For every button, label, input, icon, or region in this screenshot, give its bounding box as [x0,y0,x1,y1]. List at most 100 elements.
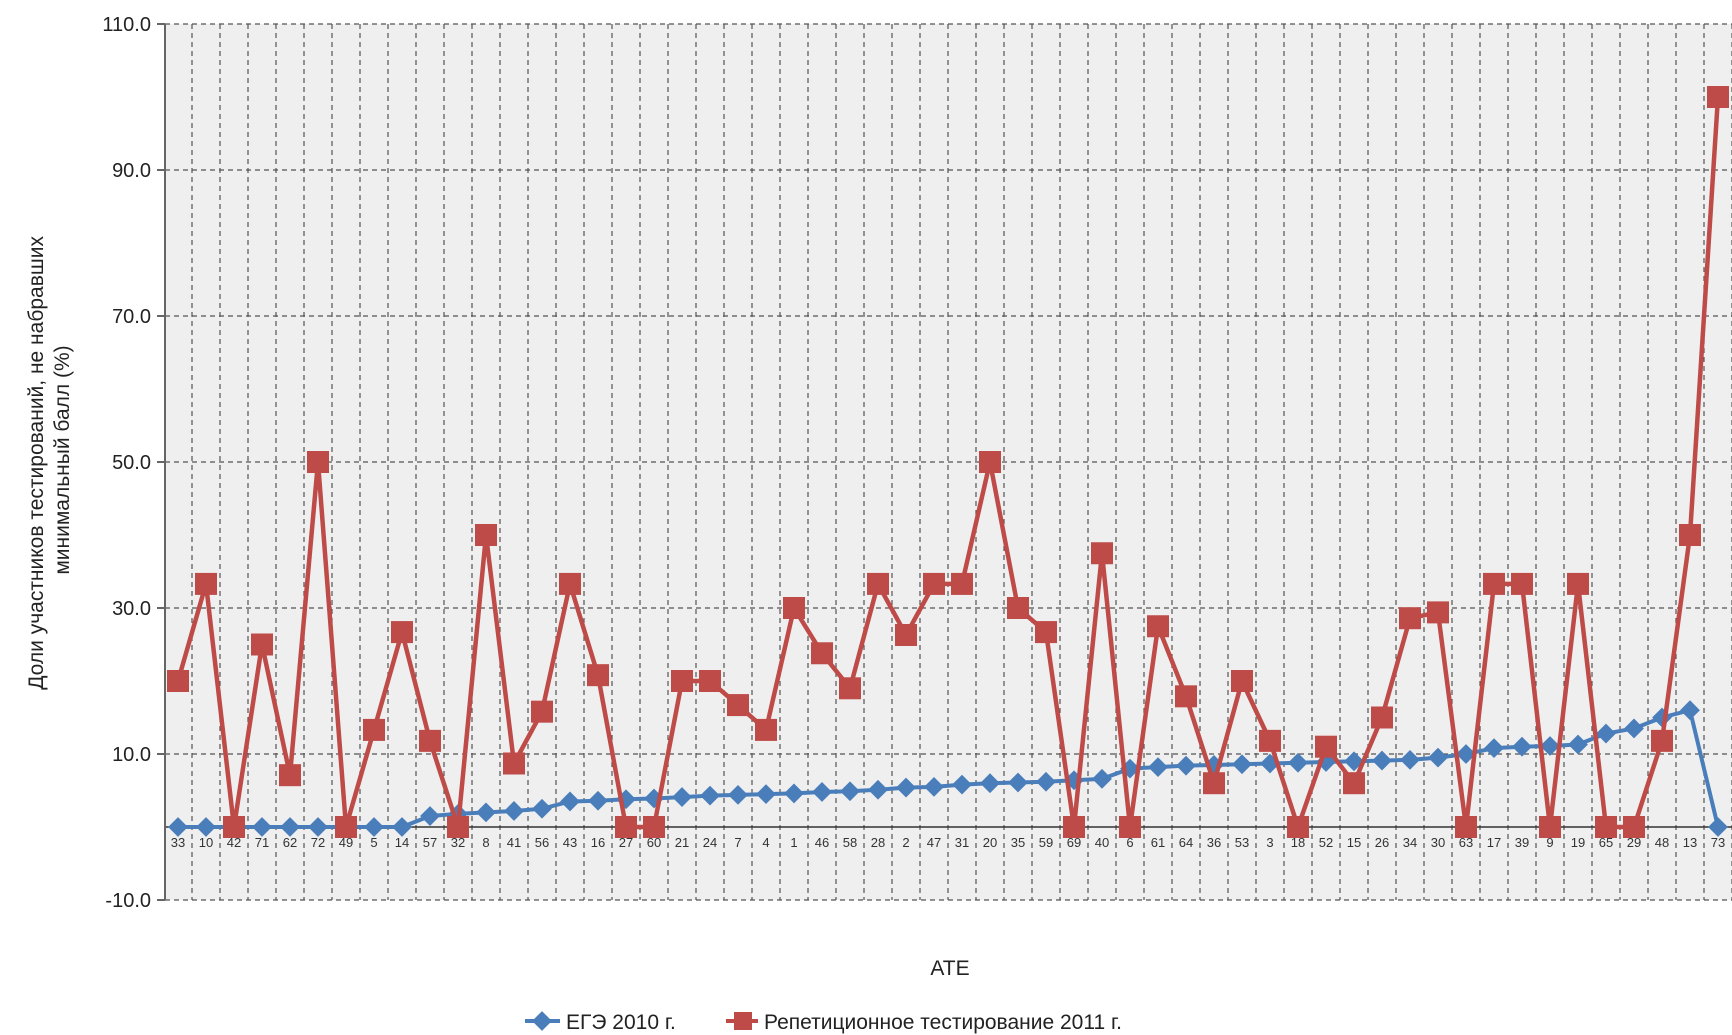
x-tick-label: 71 [255,835,269,850]
data-point-square [1399,607,1421,630]
x-tick-label: 6 [1126,835,1133,850]
data-point-square [1259,729,1281,752]
data-point-diamond [812,782,832,802]
x-tick-label: 43 [563,835,577,850]
data-point-diamond [756,784,776,805]
data-point-diamond [1456,744,1476,764]
x-tick-label: 1 [790,835,797,850]
x-axis-title: ATE [930,957,969,980]
data-point-square [1063,816,1085,838]
data-point-square [671,670,693,692]
series-layer [167,86,1729,838]
data-point-square [1035,621,1057,644]
data-point-square [1147,615,1169,638]
data-point-square [1455,816,1477,838]
x-tick-label: 4 [762,835,769,850]
x-tick-label: 61 [1151,835,1165,850]
data-point-square [951,572,973,595]
x-tick-label: 9 [1546,835,1553,850]
legend-label-ege-2010: ЕГЭ 2010 г. [566,1011,676,1034]
x-tick-label: 69 [1067,835,1081,850]
series-rep-2011 [167,86,1729,838]
x-tick-label: 35 [1011,835,1025,850]
data-point-diamond [1092,768,1112,789]
x-tick-label: 56 [535,835,549,850]
x-tick-label: 14 [395,835,409,850]
x-tick-label: 7 [734,835,741,850]
x-tick-label: 57 [423,835,437,850]
data-point-square [559,572,581,595]
data-point-square [727,694,749,717]
data-point-square [391,621,413,644]
data-point-diamond [1596,723,1616,744]
data-point-square [1567,572,1589,595]
x-tick-label: 48 [1655,835,1669,850]
data-point-square [1007,597,1029,619]
y-tick-labels: 110.0 90.0 70.0 50.0 30.0 10.0 -10.0 [102,14,151,912]
data-point-square [447,816,469,838]
x-tick-label: 26 [1375,835,1389,850]
data-point-square [307,451,329,473]
x-tick-label: 13 [1683,835,1697,850]
data-point-square [1427,601,1449,624]
y-axis-title: Доли участников тестирований, не набравш… [25,230,74,690]
data-point-square [503,752,525,775]
data-point-square [363,718,385,741]
x-tick-label: 20 [983,835,997,850]
data-point-diamond [1008,772,1028,793]
data-point-diamond [532,798,552,819]
x-tick-label: 3 [1266,835,1273,850]
data-point-diamond [1148,757,1168,778]
x-tick-label: 16 [591,835,605,850]
x-tick-label: 42 [227,835,241,850]
x-tick-label: 46 [815,835,829,850]
data-point-diamond [1428,747,1448,768]
y-tick-label: 110.0 [102,14,151,36]
data-point-diamond [1288,752,1308,773]
data-point-diamond [896,777,916,798]
data-point-diamond [952,774,972,795]
x-tick-label: 8 [482,835,489,850]
x-tick-label: 21 [675,835,689,850]
data-point-square [475,524,497,546]
x-tick-label: 62 [283,835,297,850]
x-tick-label: 29 [1627,835,1641,850]
x-tick-label: 49 [339,835,353,850]
y-axis-title-line1: Доли участников тестирований, не набравш… [25,236,48,690]
data-point-square [1315,735,1337,758]
data-point-diamond [1568,734,1588,755]
x-tick-label: 27 [619,835,633,850]
data-point-square [1371,706,1393,729]
data-point-diamond [700,785,720,806]
data-point-square [419,729,441,752]
data-point-diamond [672,787,692,807]
data-point-square [1175,685,1197,708]
y-axis-title-line2: минимальный балл (%) [51,345,74,574]
x-tick-label: 63 [1459,835,1473,850]
data-point-square [167,670,189,692]
data-point-diamond [1484,738,1504,759]
data-point-square [1343,772,1365,795]
data-point-square [1679,524,1701,546]
data-point-square [979,451,1001,473]
y-tick-label: 10.0 [112,744,151,766]
data-point-diamond [1512,736,1532,757]
legend: ЕГЭ 2010 г. Репетиционное тестирование 2… [525,1011,1122,1034]
data-point-square [643,816,665,838]
data-point-diamond [392,817,412,837]
x-tick-label: 17 [1487,835,1501,850]
data-point-square [195,572,217,595]
x-tick-label: 53 [1235,835,1249,850]
data-point-square [1119,816,1141,838]
data-point-diamond [1036,771,1056,792]
data-point-square [755,718,777,741]
data-point-square [1483,572,1505,595]
data-point-diamond [924,776,944,797]
data-point-square [1623,816,1645,838]
x-tick-labels: 33 10 42 71 62 72 49 5 14 57 32 8 41 56 43 16 27 60 21 24 7 4… [171,835,1725,850]
x-tick-label: 24 [703,835,717,850]
data-point-diamond [588,790,608,811]
data-point-diamond [364,817,384,837]
x-tick-label: 59 [1039,835,1053,850]
